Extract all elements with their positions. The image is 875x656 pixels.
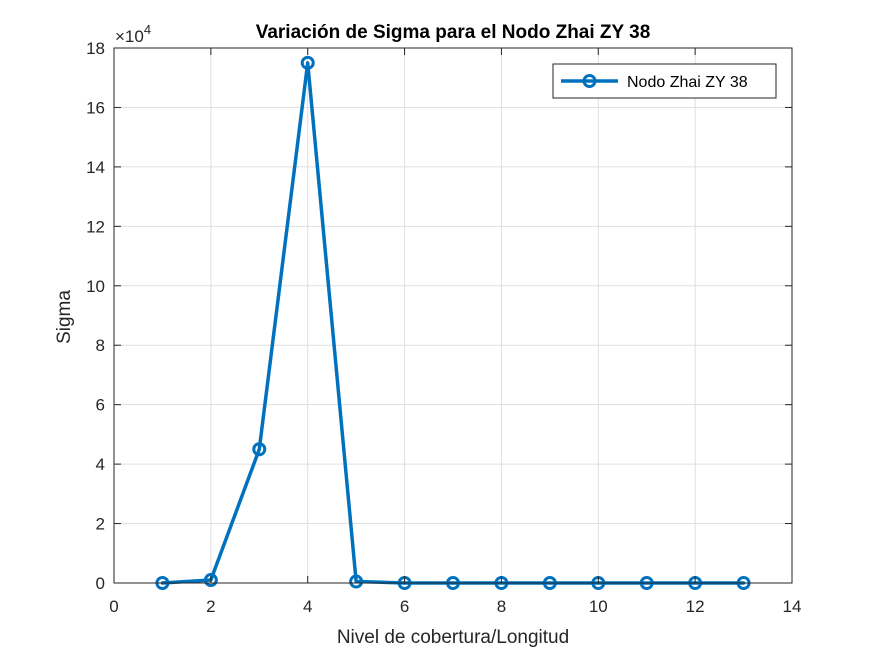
- data-point-marker: [349, 574, 364, 589]
- legend-marker-sample: [582, 74, 597, 88]
- y-tick-label: 16: [86, 98, 105, 117]
- data-point-marker: [203, 573, 218, 588]
- chart-title: Variación de Sigma para el Nodo Zhai ZY …: [256, 22, 651, 43]
- x-tick-label: 8: [497, 597, 506, 616]
- y-tick-label: 0: [96, 574, 105, 593]
- plot-area: [114, 48, 792, 583]
- y-tick-label: 12: [86, 217, 105, 236]
- data-point-marker: [252, 442, 267, 457]
- x-tick-label: 4: [303, 597, 312, 616]
- x-tick-label: 2: [206, 597, 215, 616]
- data-point-marker: [300, 55, 315, 70]
- x-tick-label: 0: [109, 597, 118, 616]
- y-axis-label: Sigma: [54, 290, 75, 344]
- axes-box: [113, 47, 793, 584]
- legend: Nodo Zhai ZY 38: [552, 63, 777, 99]
- x-tick-label: 12: [686, 597, 705, 616]
- y-tick-label: 6: [96, 396, 105, 415]
- x-tick-label: 6: [400, 597, 409, 616]
- y-tick-label: 10: [86, 277, 105, 296]
- y-tick-label: 2: [96, 515, 105, 534]
- tick-marks: [113, 47, 793, 584]
- exponent-base: ×10: [115, 27, 144, 46]
- exponent-power: 4: [144, 22, 151, 37]
- x-tick-label: 10: [589, 597, 608, 616]
- x-tick-label: 14: [783, 597, 802, 616]
- x-axis-label: Nivel de cobertura/Longitud: [337, 627, 569, 648]
- x-tick-labels: 0 2 4 6 8 10 12 14: [109, 597, 801, 616]
- legend-label: Nodo Zhai ZY 38: [627, 74, 748, 91]
- y-tick-label: 4: [96, 455, 105, 474]
- y-tick-label: 18: [86, 39, 105, 58]
- y-tick-label: 14: [86, 158, 105, 177]
- y-tick-label: 8: [96, 336, 105, 355]
- exponent-label: ×104: [115, 22, 151, 46]
- y-tick-labels: 0 2 4 6 8 10 12 14 16 18: [86, 39, 105, 593]
